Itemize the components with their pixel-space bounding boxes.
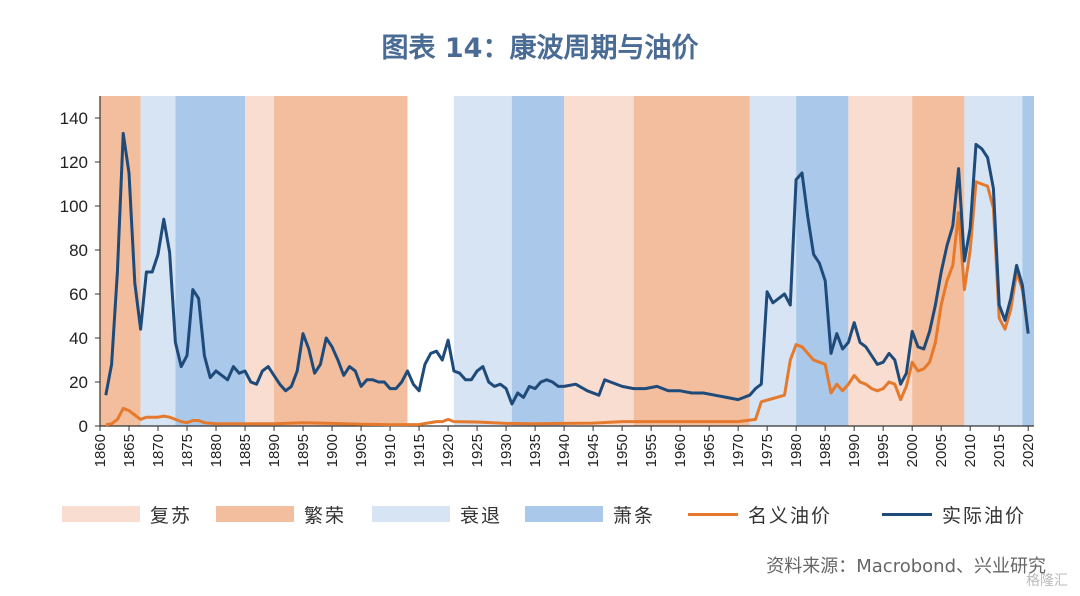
legend-label: 复苏 — [150, 504, 193, 527]
legend-item-real: 实际油价 — [882, 496, 1026, 532]
phase-band-recovery — [564, 96, 634, 426]
y-tick-label: 20 — [69, 373, 88, 392]
x-tick-label: 1910 — [382, 434, 399, 467]
legend-swatch-prosperity — [216, 506, 294, 522]
legend-swatch-nominal — [688, 512, 738, 516]
phase-band-depression — [511, 96, 565, 426]
phase-band-recession — [749, 96, 797, 426]
x-tick-label: 1900 — [324, 434, 341, 467]
y-tick-label: 80 — [69, 241, 88, 260]
y-tick-label: 60 — [69, 285, 88, 304]
x-tick-label: 1955 — [643, 434, 660, 467]
phase-band-prosperity — [633, 96, 750, 426]
x-tick-label: 1985 — [817, 434, 834, 467]
phase-band-depression — [1022, 96, 1034, 426]
x-tick-labels: 1860 1865 1870 1875 1880 1885 1890 1895 1900 1905… — [92, 426, 1037, 467]
phase-band-recovery — [848, 96, 913, 426]
legend-item-recovery: 复苏 — [62, 496, 192, 532]
x-tick-label: 1870 — [150, 434, 167, 467]
y-tick-label: 100 — [60, 197, 88, 216]
series-line-real — [104, 131, 1030, 406]
legend-label: 衰退 — [460, 504, 503, 527]
x-tick-label: 1970 — [730, 434, 747, 467]
x-tick-label: 2010 — [962, 434, 979, 467]
y-tick-labels: 0 20 40 60 80 100 120 140 — [60, 109, 100, 436]
legend-swatch-depression — [525, 506, 603, 522]
legend: 复苏 繁荣 衰退 萧条 名义油价 实际油价 — [0, 496, 1080, 532]
legend-item-depression: 萧条 — [525, 496, 655, 532]
x-tick-label: 1950 — [614, 434, 631, 467]
y-tick-label: 140 — [60, 109, 88, 128]
phase-band-recession — [964, 96, 1023, 426]
x-tick-label: 1935 — [527, 434, 544, 467]
x-tick-label: 2000 — [904, 434, 921, 467]
watermark-text: 格隆汇 — [1026, 573, 1068, 589]
phase-band-depression — [796, 96, 849, 426]
source-note: 资料来源：Macrobond、兴业研究 — [766, 556, 1046, 577]
y-tick-label: 40 — [69, 329, 88, 348]
phase-band-prosperity — [912, 96, 965, 426]
x-tick-label: 1920 — [440, 434, 457, 467]
x-tick-label: 1905 — [353, 434, 370, 467]
x-tick-label: 1965 — [701, 434, 718, 467]
series-lines — [104, 131, 1030, 427]
x-tick-label: 1975 — [759, 434, 776, 467]
x-tick-label: 1990 — [846, 434, 863, 467]
x-tick-label: 1960 — [672, 434, 689, 467]
legend-item-nominal: 名义油价 — [688, 496, 832, 532]
x-tick-label: 1890 — [266, 434, 283, 467]
legend-label: 繁荣 — [304, 504, 347, 527]
x-tick-label: 1860 — [92, 434, 109, 467]
x-tick-label: 1940 — [556, 434, 573, 467]
x-tick-label: 1895 — [295, 434, 312, 467]
x-tick-label: 2015 — [991, 434, 1008, 467]
x-tick-label: 1885 — [237, 434, 254, 467]
legend-swatch-recession — [372, 506, 450, 522]
x-tick-label: 1880 — [208, 434, 225, 467]
x-tick-label: 1875 — [179, 434, 196, 467]
x-tick-label: 1980 — [788, 434, 805, 467]
legend-swatch-recovery — [62, 506, 140, 522]
x-tick-label: 2020 — [1020, 434, 1037, 467]
axes — [99, 96, 1034, 427]
phase-band-recession — [453, 96, 512, 426]
x-tick-label: 1915 — [411, 434, 428, 467]
x-tick-label: 1925 — [469, 434, 486, 467]
x-tick-label: 2005 — [933, 434, 950, 467]
phase-bands — [100, 96, 1034, 426]
legend-label: 名义油价 — [748, 504, 833, 527]
chart-title: 图表 14：康波周期与油价 — [381, 33, 699, 64]
series-line-nominal — [105, 180, 1030, 427]
phase-band-recovery — [245, 96, 275, 426]
legend-item-recession: 衰退 — [372, 496, 502, 532]
x-tick-label: 1945 — [585, 434, 602, 467]
x-tick-label: 1930 — [498, 434, 515, 467]
x-tick-label: 1865 — [121, 434, 138, 467]
x-tick-label: 1995 — [875, 434, 892, 467]
legend-item-prosperity: 繁荣 — [216, 496, 346, 532]
legend-label: 实际油价 — [942, 504, 1027, 527]
legend-label: 萧条 — [613, 504, 656, 527]
y-tick-label: 0 — [79, 417, 88, 436]
y-tick-label: 120 — [60, 153, 88, 172]
phase-band-depression — [175, 96, 246, 426]
legend-swatch-real — [882, 512, 932, 516]
